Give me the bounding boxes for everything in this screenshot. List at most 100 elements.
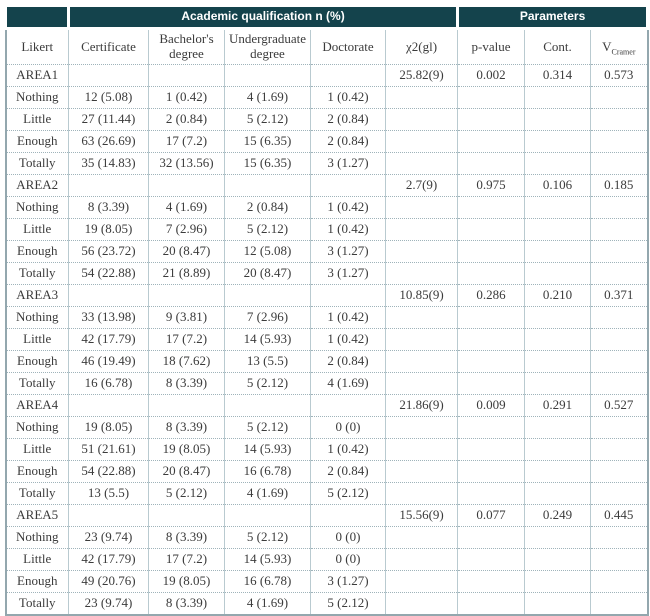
empty-cell — [457, 108, 526, 131]
doctorate-cell: 1 (0.42) — [310, 196, 386, 219]
empty-cell — [590, 196, 649, 219]
empty-cell — [590, 130, 649, 153]
empty-cell — [524, 240, 592, 263]
empty-cell — [310, 394, 386, 417]
v-cramer-cell: 0.371 — [590, 284, 649, 307]
certificate-cell: 35 (14.83) — [68, 152, 149, 175]
empty-cell — [457, 592, 526, 616]
likert-cell: Little — [5, 108, 69, 131]
empty-cell — [384, 152, 459, 175]
bachelor-cell: 21 (8.89) — [148, 262, 225, 285]
undergraduate-cell: 12 (5.08) — [224, 240, 311, 263]
col-header-likert: Likert — [5, 28, 69, 65]
area-name-cell: AREA4 — [5, 394, 69, 417]
empty-cell — [384, 306, 459, 329]
empty-cell — [457, 460, 526, 483]
empty-cell — [148, 504, 225, 527]
certificate-cell: 23 (9.74) — [68, 592, 149, 616]
certificate-cell: 51 (21.61) — [68, 438, 149, 461]
likert-data-row: Little 27 (11.44) 2 (0.84) 5 (2.12) 2 (0.84) — [5, 108, 649, 131]
empty-cell — [224, 174, 311, 197]
empty-cell — [590, 152, 649, 175]
p-value-cell: 0.002 — [457, 64, 526, 87]
empty-cell — [590, 350, 649, 373]
undergraduate-cell: 14 (5.93) — [224, 548, 311, 571]
empty-cell — [457, 152, 526, 175]
area-summary-row: AREA2 2.7(9) 0.975 0.106 0.185 — [5, 174, 649, 197]
undergraduate-cell: 14 (5.93) — [224, 328, 311, 351]
certificate-cell: 63 (26.69) — [68, 130, 149, 153]
undergraduate-cell: 5 (2.12) — [224, 108, 311, 131]
undergraduate-cell: 7 (2.96) — [224, 306, 311, 329]
certificate-cell: 13 (5.5) — [68, 482, 149, 505]
undergraduate-cell: 5 (2.12) — [224, 218, 311, 241]
doctorate-cell: 1 (0.42) — [310, 438, 386, 461]
empty-cell — [384, 570, 459, 593]
likert-data-row: Enough 46 (19.49) 18 (7.62) 13 (5.5) 2 (0.84… — [5, 350, 649, 373]
empty-cell — [68, 394, 149, 417]
doctorate-cell: 5 (2.12) — [310, 592, 386, 616]
certificate-cell: 54 (22.88) — [68, 262, 149, 285]
empty-cell — [524, 108, 592, 131]
band-header-row: Academic qualification n (%) Parameters — [4, 4, 650, 30]
likert-cell: Little — [5, 438, 69, 461]
likert-cell: Enough — [5, 240, 69, 263]
v-cramer-subscript: Cramer — [611, 47, 636, 57]
likert-data-row: Nothing 23 (9.74) 8 (3.39) 5 (2.12) 0 (0) — [5, 526, 649, 549]
area-name-cell: AREA1 — [5, 64, 69, 87]
chi2-cell: 2.7(9) — [384, 174, 459, 197]
v-cramer-cell: 0.573 — [590, 64, 649, 87]
statistics-table: Academic qualification n (%) Parameters … — [4, 4, 650, 616]
empty-cell — [590, 218, 649, 241]
undergraduate-cell: 20 (8.47) — [224, 262, 311, 285]
cont-cell: 0.210 — [524, 284, 592, 307]
undergraduate-cell: 5 (2.12) — [224, 416, 311, 439]
cont-cell: 0.291 — [524, 394, 592, 417]
bachelor-cell: 4 (1.69) — [148, 196, 225, 219]
likert-cell: Nothing — [5, 196, 69, 219]
empty-cell — [310, 284, 386, 307]
empty-cell — [590, 306, 649, 329]
certificate-cell: 8 (3.39) — [68, 196, 149, 219]
doctorate-cell: 2 (0.84) — [310, 108, 386, 131]
likert-data-row: Totally 16 (6.78) 8 (3.39) 5 (2.12) 4 (1.69) — [5, 372, 649, 395]
bachelor-cell: 20 (8.47) — [148, 240, 225, 263]
bachelor-cell: 8 (3.39) — [148, 416, 225, 439]
col-header-certificate: Certificate — [68, 28, 149, 65]
corner-cell — [4, 4, 70, 30]
doctorate-cell: 1 (0.42) — [310, 328, 386, 351]
likert-cell: Totally — [5, 372, 69, 395]
bachelor-cell: 17 (7.2) — [148, 130, 225, 153]
empty-cell — [457, 350, 526, 373]
empty-cell — [524, 350, 592, 373]
empty-cell — [148, 64, 225, 87]
undergraduate-cell: 14 (5.93) — [224, 438, 311, 461]
doctorate-cell: 0 (0) — [310, 548, 386, 571]
col-header-chi2: χ2(gl) — [384, 28, 459, 65]
empty-cell — [384, 130, 459, 153]
undergraduate-cell: 4 (1.69) — [224, 592, 311, 616]
empty-cell — [590, 86, 649, 109]
empty-cell — [524, 262, 592, 285]
empty-cell — [384, 438, 459, 461]
bachelor-cell: 8 (3.39) — [148, 526, 225, 549]
certificate-cell: 33 (13.98) — [68, 306, 149, 329]
empty-cell — [148, 284, 225, 307]
likert-cell: Little — [5, 548, 69, 571]
empty-cell — [68, 64, 149, 87]
likert-data-row: Enough 49 (20.76) 19 (8.05) 16 (6.78) 3 (1.2… — [5, 570, 649, 593]
col-header-cont: Cont. — [524, 28, 592, 65]
v-cramer-cell: 0.445 — [590, 504, 649, 527]
empty-cell — [224, 284, 311, 307]
likert-cell: Enough — [5, 130, 69, 153]
col-header-bachelor: Bachelor's degree — [148, 28, 225, 65]
certificate-cell: 23 (9.74) — [68, 526, 149, 549]
likert-data-row: Little 19 (8.05) 7 (2.96) 5 (2.12) 1 (0.42) — [5, 218, 649, 241]
empty-cell — [524, 372, 592, 395]
v-cramer-cell: 0.527 — [590, 394, 649, 417]
area-name-cell: AREA5 — [5, 504, 69, 527]
empty-cell — [457, 526, 526, 549]
empty-cell — [590, 526, 649, 549]
chi2-cell: 15.56(9) — [384, 504, 459, 527]
doctorate-cell: 0 (0) — [310, 416, 386, 439]
